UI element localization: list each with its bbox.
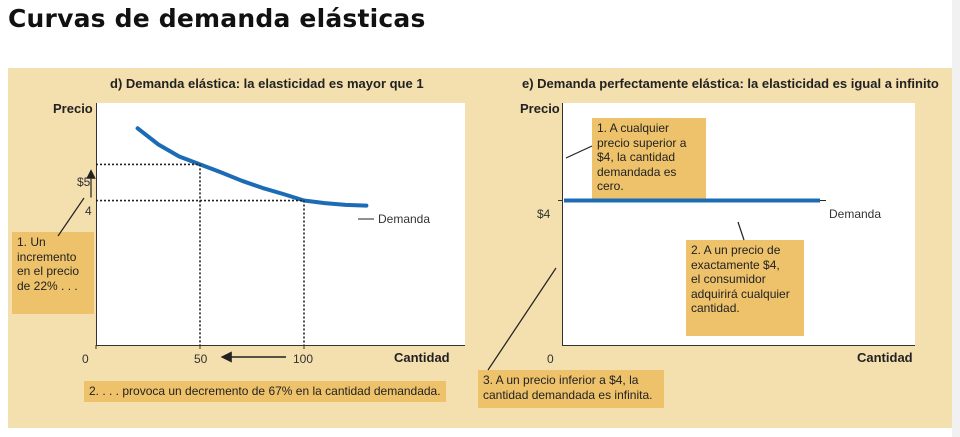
panel-d-tick-x-0: 0 [82, 352, 89, 366]
panel-d-tick-x-50: 50 [194, 352, 208, 366]
panel-e-tick-y-4: $4 [537, 207, 551, 221]
panel-e-note-2-line-1: 2. A un precio de [691, 243, 781, 257]
panel-d-note-1-line-2: incremento [17, 249, 77, 264]
panel-d-note-1-line-4: de 22% . . . [17, 278, 78, 293]
panel-e-note-3-line-1: 3. A un precio inferior a $4, la [483, 373, 639, 387]
panel-d-demand-curve [135, 126, 369, 208]
panel-e-note-2-line-5: cantidad. [691, 301, 740, 315]
panel-d-note-1: 1. Un incremento en el precio de 22% . .… [12, 232, 94, 314]
panel-d-note-1-line-3: en el precio [17, 264, 80, 278]
panel-e-note-2-line-3: el consumidor [691, 272, 766, 286]
panel-d-note-1-line-1: 1. Un [17, 235, 46, 249]
panel-e-note-1-line-3: $4, la cantidad [597, 150, 676, 164]
panel-e-tick-x-0: 0 [547, 352, 554, 366]
panel-d-tick-x-100: 100 [293, 352, 314, 366]
panel-d-tick-y-4: 4 [85, 204, 92, 218]
panel-e-note-1: 1. A cualquier precio superior a $4, la … [592, 118, 706, 200]
panel-e-title: e) Demanda perfectamente elástica: la el… [522, 76, 939, 91]
panel-d-note-1-pointer [57, 197, 85, 237]
panel-e-note-1-line-1: 1. A cualquier [597, 121, 670, 135]
page-title: Curvas de demanda elásticas [8, 4, 426, 33]
panel-d-xlabel: Cantidad [394, 350, 450, 365]
panel-e-note-3-line-2: cantidad demandada es infinita. [483, 387, 653, 402]
panel-e-note-3: 3. A un precio inferior a $4, la cantida… [478, 370, 664, 408]
panel-e-note-1-pointer [565, 145, 593, 159]
panel-d-ylabel: Precio [53, 101, 93, 116]
panel-d-note-2: 2. . . . provoca un decremento de 67% en… [84, 381, 446, 402]
panel-e-ylabel: Precio [520, 101, 560, 116]
panel-d-demand-label: Demanda [378, 212, 431, 226]
scrollbar-track [952, 0, 960, 437]
panel-e-note-2: 2. A un precio de exactamente $4, el con… [686, 240, 804, 336]
panel-e-note-2-line-4: adquirirá cualquier [691, 286, 790, 301]
panel-e-note-3-pointer [487, 267, 557, 371]
panel-e-note-1-line-4: demandada es cero. [597, 164, 677, 194]
panel-e-note-2-pointer [737, 221, 745, 241]
panel-e-note-2-line-2: exactamente $4, [691, 257, 780, 272]
panel-e-xlabel: Cantidad [857, 350, 913, 365]
panel-d-title: d) Demanda elástica: la elasticidad es m… [110, 76, 424, 91]
panel-e-demand-label: Demanda [829, 207, 882, 221]
panel-e-note-1-line-2: precio superior a [597, 135, 687, 150]
